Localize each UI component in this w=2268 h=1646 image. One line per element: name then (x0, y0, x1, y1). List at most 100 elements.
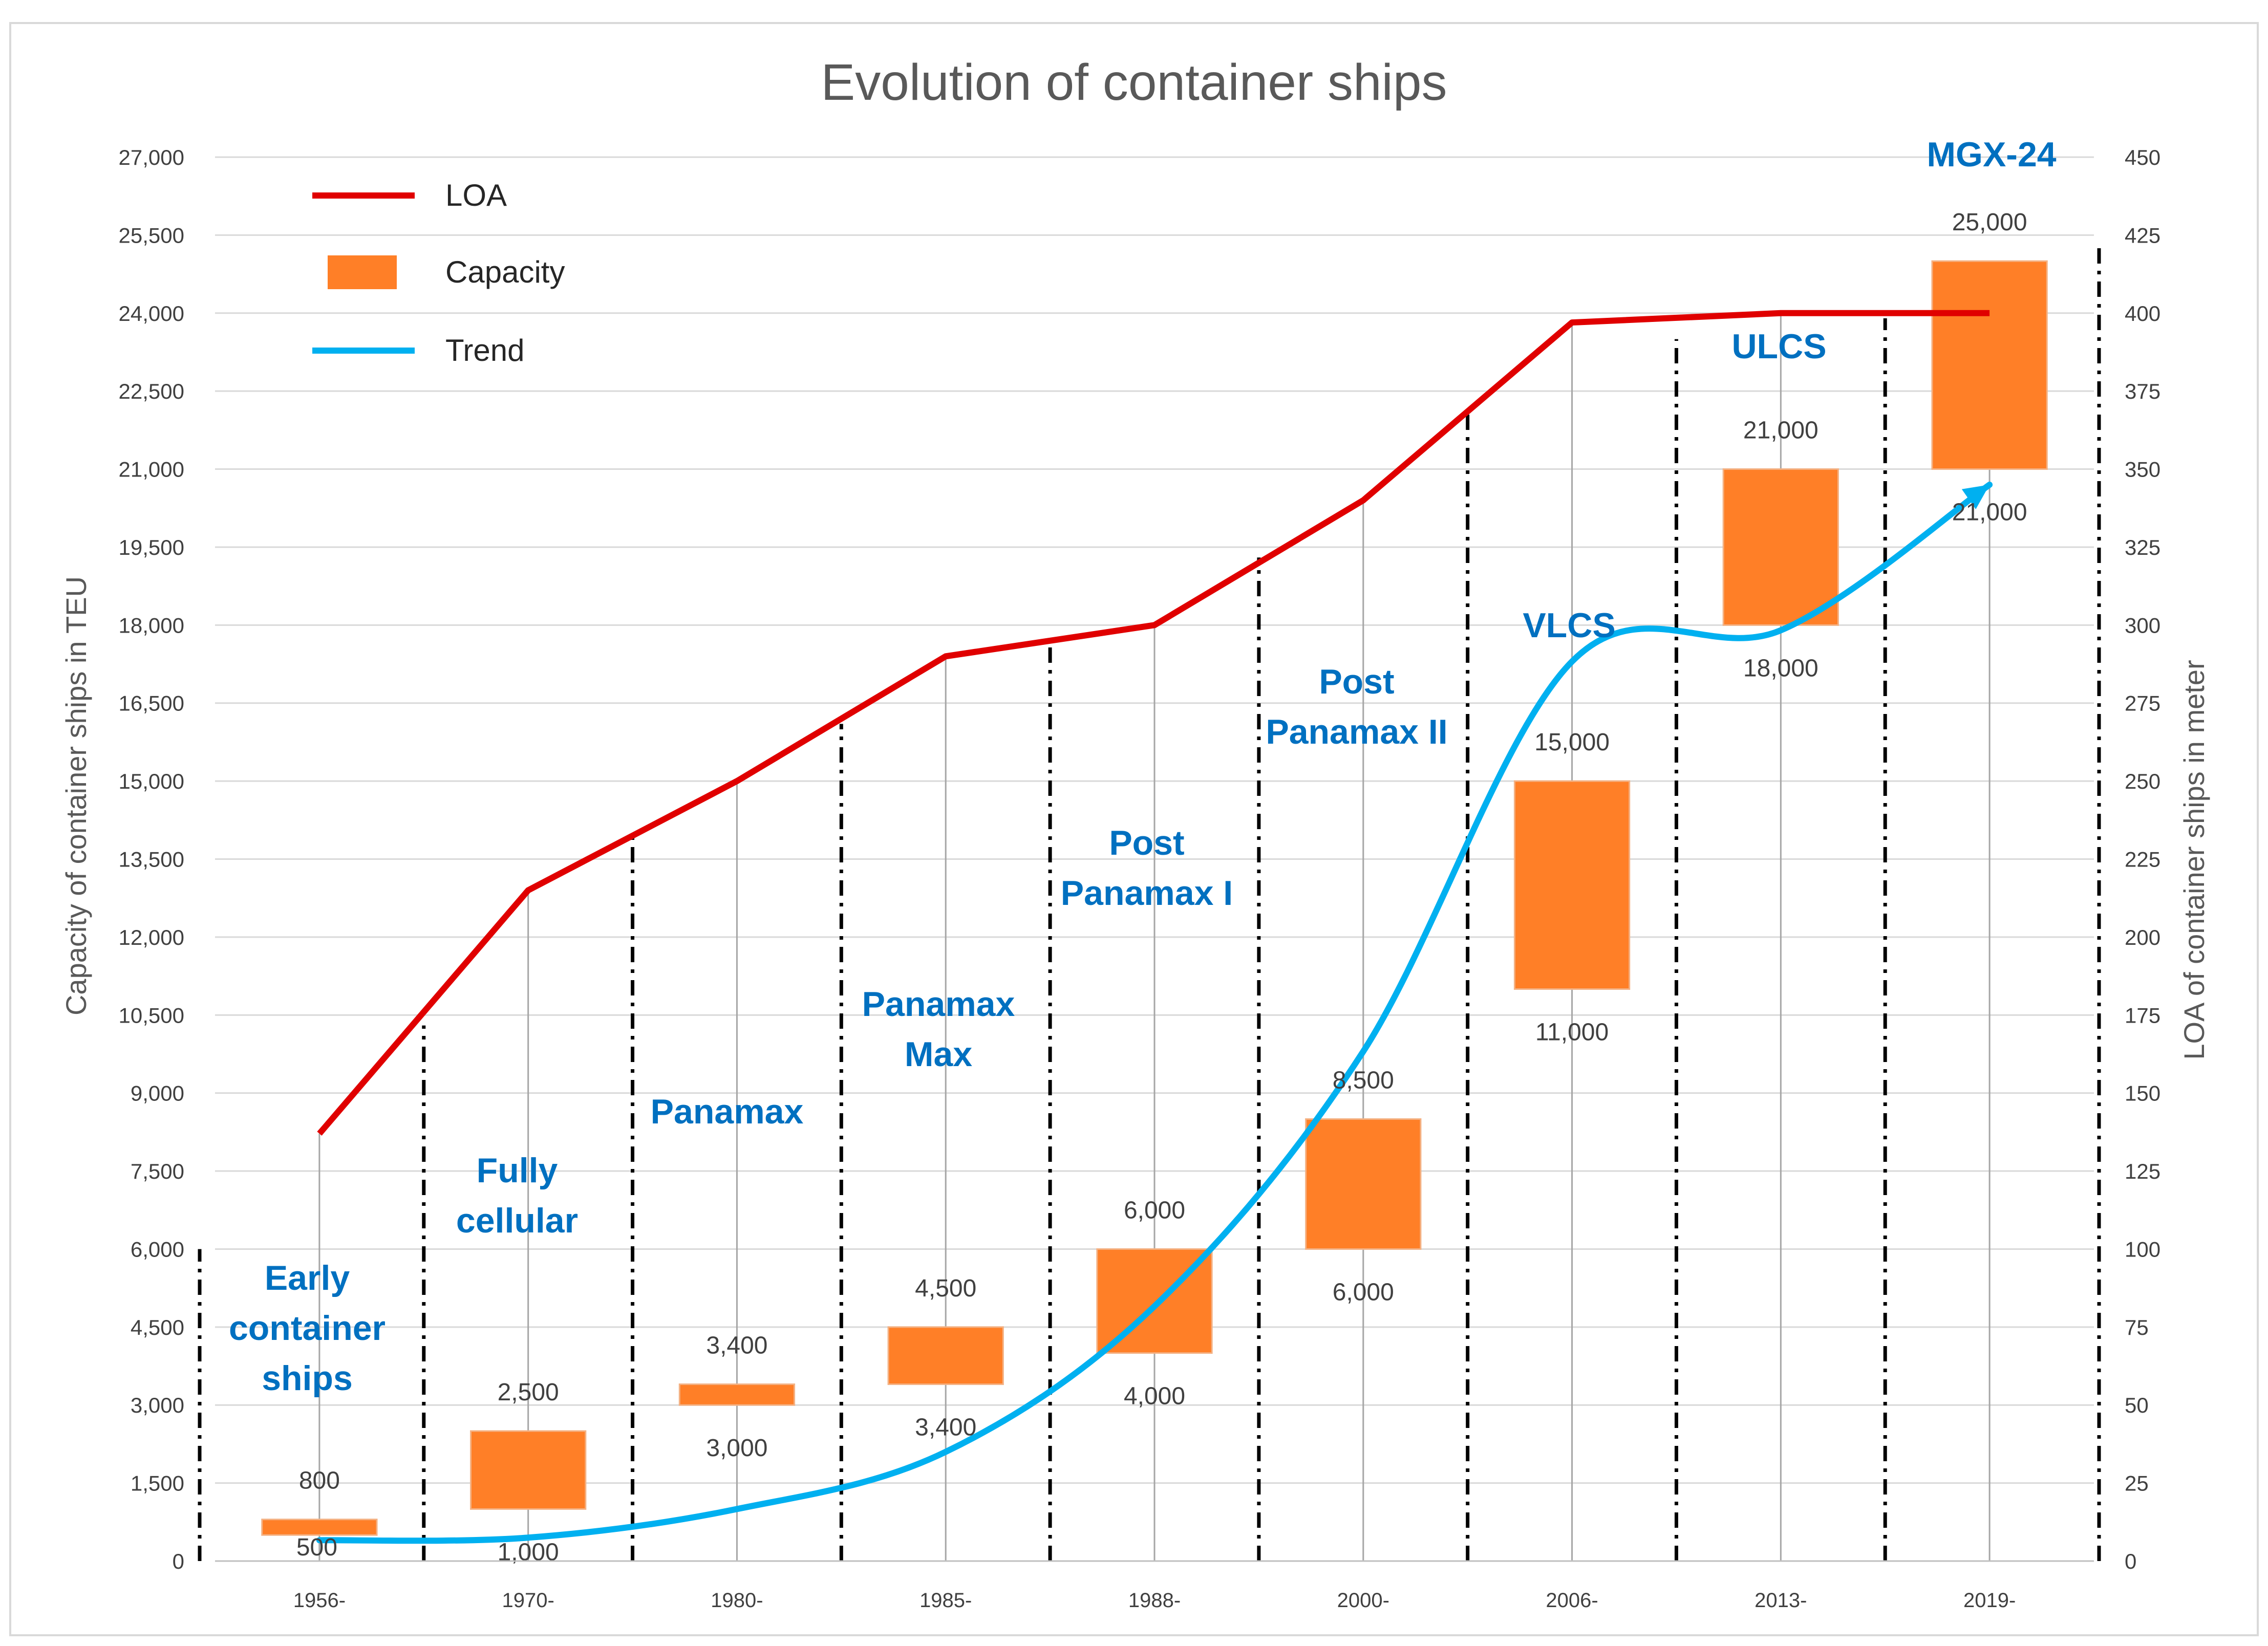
y-tick-label: 7,500 (131, 1159, 184, 1183)
capacity-low-label: 6,000 (1333, 1279, 1394, 1306)
capacity-high-label: 800 (299, 1467, 340, 1495)
y-tick-label: 22,500 (119, 379, 184, 403)
capacity-low-label: 18,000 (1743, 655, 1818, 682)
y2-tick-label: 450 (2125, 145, 2160, 169)
y2-tick-label: 125 (2125, 1159, 2160, 1183)
y2-tick-label: 0 (2125, 1549, 2136, 1573)
y-tick-label: 21,000 (119, 458, 184, 482)
ship-class-label-line: cellular (456, 1201, 578, 1240)
y2-tick-label: 350 (2125, 458, 2160, 482)
capacity-high-label: 21,000 (1743, 417, 1818, 444)
ship-class-label: MGX-24 (1927, 135, 2056, 174)
capacity-box (1931, 260, 2048, 470)
capacity-high-label: 15,000 (1534, 729, 1610, 756)
ship-class-label-line: ULCS (1731, 327, 1826, 366)
x-tick-label: 2013- (1755, 1589, 1807, 1612)
y-tick-label: 9,000 (131, 1081, 184, 1106)
capacity-bars (261, 260, 2048, 1536)
y-tick-label: 6,000 (131, 1237, 184, 1261)
y-tick-label: 1,500 (131, 1471, 184, 1496)
ship-class-label-line: Early (265, 1259, 350, 1297)
capacity-box (678, 1383, 796, 1406)
y2-tick-label: 75 (2125, 1315, 2149, 1339)
legend: LOA Capacity Trend (312, 178, 565, 367)
ship-class-label: Panamax Max (862, 985, 1015, 1074)
ship-class-label: Panamax (651, 1092, 804, 1131)
y2-tick-label: 225 (2125, 848, 2160, 872)
y-tick-label: 12,000 (119, 925, 184, 949)
trend-line (316, 482, 1993, 1544)
axes: 0 1,500 3,000 4,500 6,000 7,500 9,000 10,500 12,… (119, 145, 2161, 1612)
y2-tick-label: 100 (2125, 1237, 2160, 1261)
legend-label: Trend (445, 333, 525, 367)
y2-tick-label: 175 (2125, 1003, 2160, 1027)
capacity-high-label: 8,500 (1333, 1067, 1394, 1094)
y-tick-label: 16,500 (119, 691, 184, 716)
ship-class-label-line: Panamax (651, 1092, 804, 1131)
y2-tick-label: 375 (2125, 379, 2160, 403)
ship-class-label-line: Max (905, 1035, 972, 1074)
ship-class-label-line: Panamax II (1266, 712, 1447, 751)
capacity-box (1722, 468, 1839, 626)
y2-tick-label: 50 (2125, 1393, 2149, 1417)
x-tick-label: 2000- (1337, 1589, 1389, 1612)
ship-class-label-line: Panamax I (1061, 874, 1233, 913)
loa-line (317, 310, 1990, 1136)
y2-tick-label: 325 (2125, 535, 2160, 559)
y-tick-label: 10,500 (119, 1003, 184, 1027)
chart-border (9, 22, 2259, 1636)
chart-title: Evolution of container ships (821, 54, 1447, 111)
era-separators (198, 248, 2101, 1561)
series-lines (316, 310, 1993, 1544)
capacity-low-label: 3,400 (915, 1414, 976, 1441)
x-tick-label: 1980- (711, 1589, 763, 1612)
capacity-box (261, 1519, 378, 1536)
capacity-box (1305, 1118, 1422, 1250)
capacity-box (887, 1326, 1004, 1385)
y2-tick-label: 25 (2125, 1471, 2149, 1496)
capacity-low-label: 21,000 (1952, 499, 2027, 526)
capacity-box (1513, 780, 1631, 990)
y2-tick-label: 200 (2125, 925, 2160, 949)
capacity-low-label: 4,000 (1124, 1383, 1185, 1410)
capacity-box (470, 1430, 587, 1510)
ship-class-label: ULCS (1731, 327, 1826, 366)
y-tick-label: 19,500 (119, 535, 184, 559)
ship-class-label-line: container (229, 1309, 386, 1348)
ship-class-label: Post Panamax II (1266, 662, 1447, 751)
y2-tick-label: 300 (2125, 613, 2160, 637)
x-tick-label: 1970- (502, 1589, 554, 1612)
y2-tick-label: 400 (2125, 301, 2160, 326)
ship-class-label: Post Panamax I (1061, 824, 1233, 913)
ship-class-label-line: MGX-24 (1927, 135, 2056, 174)
y-tick-label: 27,000 (119, 145, 184, 169)
x-tick-label: 1956- (293, 1589, 346, 1612)
y-tick-label: 18,000 (119, 613, 184, 637)
y-tick-label: 0 (173, 1549, 184, 1573)
ship-class-label-line: Post (1109, 824, 1184, 862)
y-tick-label: 3,000 (131, 1393, 184, 1417)
ship-class-label: Early container ships (229, 1259, 386, 1398)
y2-tick-label: 275 (2125, 691, 2160, 716)
legend-label: Capacity (445, 255, 565, 289)
y-tick-label: 24,000 (119, 301, 184, 326)
capacity-high-label: 25,000 (1952, 209, 2027, 236)
y-tick-label: 25,500 (119, 223, 184, 247)
ship-class-label-line: Panamax (862, 985, 1015, 1024)
capacity-low-label: 500 (296, 1534, 337, 1561)
ship-class-label: VLCS (1523, 606, 1615, 645)
y-tick-label: 4,500 (131, 1315, 184, 1339)
capacity-high-label: 6,000 (1124, 1197, 1185, 1224)
legend-label: LOA (445, 178, 507, 212)
ship-class-label-line: Fully (477, 1151, 558, 1190)
ship-class-label-line: ships (262, 1359, 353, 1398)
y2-tick-label: 425 (2125, 223, 2160, 247)
capacity-high-label: 4,500 (915, 1275, 976, 1302)
legend-swatch-box (328, 255, 397, 289)
y2-tick-label: 150 (2125, 1081, 2160, 1106)
x-tick-label: 2006- (1546, 1589, 1598, 1612)
x-tick-label: 1985- (919, 1589, 972, 1612)
